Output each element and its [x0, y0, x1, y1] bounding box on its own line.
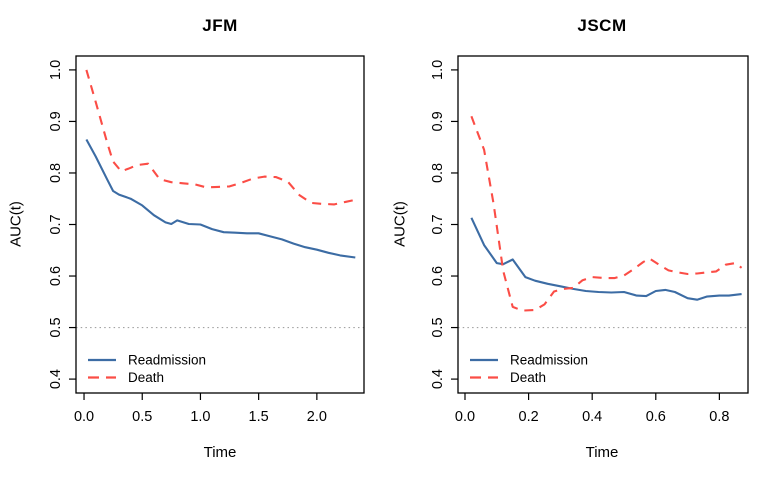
- plot-canvas-jscm: 0.0 0.2 0.4 0.6 0.8 0.4 0.5 0.6 0.7 0.8 0.9 1.0 Read…: [430, 55, 749, 425]
- x-tick-label: 0.4: [582, 409, 602, 425]
- x-tick-label: 0.0: [455, 409, 475, 425]
- series-line-readmission: [470, 217, 742, 301]
- axes: 0.0 0.5 1.0 1.5 2.0 0.4 0.5 0.6 0.7 0.8 0.9 1.0: [48, 60, 327, 425]
- x-tick-label: 1.5: [249, 409, 269, 425]
- y-tick-label: 0.4: [48, 369, 64, 389]
- y-tick-label: 0.9: [430, 111, 446, 131]
- x-tick-label: 0.0: [74, 409, 94, 425]
- plot-box: [457, 55, 749, 394]
- y-tick-label: 0.6: [430, 266, 446, 286]
- x-tick-label: 0.6: [646, 409, 666, 425]
- x-axis-label-jscm: Time: [585, 444, 619, 461]
- plot-canvas-jfm: 0.0 0.5 1.0 1.5 2.0 0.4 0.5 0.6 0.7 0.8 0.9 1.0 Read…: [48, 55, 365, 425]
- y-tick-label: 0.7: [430, 214, 446, 234]
- y-tick-label: 0.8: [430, 163, 446, 183]
- plot-panel-jscm: JSCM AUC(t) 0.0 0.2 0.4 0.6 0.8 0.4 0.5 0.6 0.7 0…: [384, 0, 768, 480]
- y-tick-label: 0.5: [430, 317, 446, 337]
- legend-label: Readmission: [510, 353, 588, 368]
- plot-box: [75, 55, 365, 394]
- x-tick-label: 0.5: [132, 409, 152, 425]
- legend-label: Death: [510, 370, 546, 385]
- y-tick-label: 1.0: [48, 60, 64, 80]
- x-axis-label-jfm: Time: [203, 444, 237, 461]
- plot-panel-jfm: JFM AUC(t) 0.0 0.5 1.0 1.5 2.0 0.4 0.5 0.6 0.7 0.…: [8, 16, 365, 461]
- y-tick-label: 0.4: [430, 369, 446, 389]
- series-line-death: [470, 115, 743, 312]
- plot-title-jfm: JFM: [202, 16, 238, 35]
- y-tick-label: 0.5: [48, 317, 64, 337]
- series-line-death: [85, 69, 356, 206]
- legend-label: Readmission: [128, 353, 206, 368]
- y-tick-label: 0.7: [48, 214, 64, 234]
- legend: Readmission Death: [470, 353, 588, 385]
- y-tick-label: 0.8: [48, 163, 64, 183]
- x-tick-label: 2.0: [307, 409, 327, 425]
- x-tick-label: 0.8: [709, 409, 729, 425]
- series-line-readmission: [85, 138, 356, 259]
- x-tick-label: 1.0: [190, 409, 210, 425]
- x-tick-label: 0.2: [519, 409, 539, 425]
- plot-title-jscm: JSCM: [577, 16, 627, 35]
- y-tick-label: 0.9: [48, 111, 64, 131]
- legend: Readmission Death: [88, 353, 206, 385]
- y-tick-label: 0.6: [48, 266, 64, 286]
- legend-label: Death: [128, 370, 164, 385]
- axes: 0.0 0.2 0.4 0.6 0.8 0.4 0.5 0.6 0.7 0.8 0.9 1.0: [430, 60, 729, 425]
- y-tick-label: 1.0: [430, 60, 446, 80]
